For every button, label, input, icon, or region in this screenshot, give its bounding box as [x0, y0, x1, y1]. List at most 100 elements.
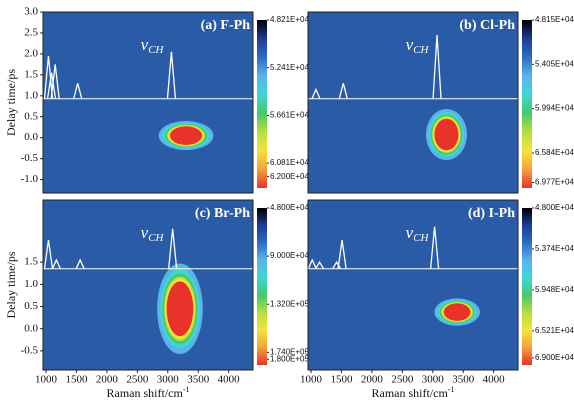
- colorbar-tick-label: 5.405E+04: [535, 59, 574, 68]
- colorbar-tick-label: 4.821E+04: [270, 15, 309, 24]
- colorbar-tick-label: 6.521E+04: [535, 326, 574, 335]
- colorbar-tick-label: 9.000E+04: [270, 251, 309, 260]
- x-tick-label: 3500: [187, 374, 210, 386]
- colorbar-tick-label: 4.815E+04: [535, 15, 574, 24]
- colorbar-tick-label: 6.081E+04: [270, 158, 309, 167]
- panel: (d) I-Ph νCH 1000 1500 2000 2500 3000 3500 4000 R…: [300, 199, 574, 400]
- colorbar-tick-label: 1.320E+05: [270, 299, 309, 308]
- colorbar-tick-label: 5.374E+04: [535, 244, 574, 253]
- y-tick-label: 1.0: [24, 278, 38, 290]
- x-axis-label-text: Raman shift/cm: [107, 386, 184, 400]
- spectrum-peak: [43, 55, 54, 99]
- annotation-subscript: CH: [148, 232, 164, 244]
- x-tick-label: 4000: [483, 374, 506, 386]
- y-tick-label: -0.5: [21, 344, 39, 356]
- x-tick-label: 3500: [452, 374, 475, 386]
- annotation-symbol: ν: [141, 223, 149, 242]
- colorbar-tick-label: 1.800E+05: [270, 354, 309, 363]
- plot-frame: [42, 199, 254, 371]
- spectrum-peak: [429, 226, 440, 269]
- plot-frame: [42, 11, 254, 194]
- hotspot-contour: [434, 118, 459, 151]
- x-tick-label: 1000: [35, 374, 58, 386]
- annotation-symbol: ν: [141, 35, 149, 54]
- colorbar-tick-label: 5.241E+04: [270, 63, 309, 72]
- x-axis-label: Raman shift/cm-1: [107, 385, 190, 400]
- annotation-subscript: CH: [148, 44, 164, 56]
- plot-background: [308, 12, 518, 193]
- x-tick-label: 1500: [65, 374, 88, 386]
- colorbar: [522, 20, 532, 188]
- plot-frame: [307, 11, 519, 194]
- hotspot-contour: [166, 281, 194, 337]
- spectrum-peak: [337, 239, 347, 269]
- colorbar: [257, 20, 267, 188]
- spectrum-peak: [168, 228, 178, 269]
- plot-background: [43, 200, 253, 370]
- annotation-symbol: ν: [406, 223, 414, 242]
- annotation-subscript: CH: [413, 44, 429, 56]
- y-tick-label: 0.5: [24, 300, 38, 312]
- panel: (b) Cl-Ph νCH 4.815E+04 5.405E+04 5.994E+04 6…: [307, 11, 574, 194]
- annotation: νCH: [406, 223, 430, 244]
- annotation: νCH: [141, 223, 165, 244]
- panel-title: (b) Cl-Ph: [459, 18, 515, 33]
- spectrum-peak: [332, 260, 342, 270]
- spectrum-peak: [73, 83, 83, 99]
- hotspot-contour: [443, 303, 471, 321]
- panel-title: (a) F-Ph: [201, 18, 251, 33]
- x-tick-label: 4000: [218, 374, 241, 386]
- y-tick-label: 0.0: [24, 322, 38, 334]
- y-tick-label: 2.5: [24, 26, 38, 38]
- y-tick-label: 2.0: [24, 47, 38, 59]
- spectrum-peak: [43, 239, 54, 269]
- spectrum-peak: [432, 35, 442, 99]
- y-axis-label: Delay time/ps: [4, 69, 18, 136]
- spectrum-peak: [46, 72, 57, 99]
- x-tick-label: 2000: [96, 374, 119, 386]
- x-axis-label-superscript: -1: [183, 385, 190, 394]
- x-axis-label-text: Raman shift/cm: [372, 386, 449, 400]
- x-tick-label: 2500: [126, 374, 149, 386]
- panel-title: (c) Br-Ph: [195, 206, 250, 221]
- colorbar-tick-label: 6.977E+04: [535, 178, 574, 187]
- plot-frame: [307, 199, 519, 371]
- panel-title: (d) I-Ph: [468, 206, 515, 221]
- panel: (a) F-Ph νCH 3.0 2.5 2.0 1.5 1.0 0.5 0.0 -0.5 -1.0…: [4, 6, 309, 194]
- y-tick-label: -0.5: [21, 152, 39, 164]
- annotation-subscript: CH: [413, 232, 429, 244]
- hotspot-contour: [169, 126, 203, 145]
- colorbar: [522, 208, 532, 365]
- y-tick-label: 3.0: [24, 6, 38, 18]
- x-tick-label: 2500: [391, 374, 414, 386]
- x-axis-label: Raman shift/cm-1: [372, 385, 455, 400]
- plot-background: [308, 200, 518, 370]
- spectrum-peak: [51, 258, 61, 270]
- x-tick-label: 3000: [422, 374, 445, 386]
- colorbar-tick-label: 5.661E+04: [270, 111, 309, 120]
- panel: (c) Br-Ph νCH 1.5 1.0 0.5 0.0 -0.5 1000 1500 2000…: [4, 199, 309, 400]
- spectrum-peak: [315, 260, 325, 270]
- colorbar-tick-label: 6.900E+04: [535, 353, 574, 362]
- annotation-symbol: ν: [406, 35, 414, 54]
- colorbar-tick-label: 6.584E+04: [535, 148, 574, 157]
- plot-background: [43, 12, 253, 193]
- colorbar-tick-label: 4.800E+04: [270, 203, 309, 212]
- colorbar-tick-label: 6.200E+04: [270, 172, 309, 181]
- y-tick-label: -1.0: [21, 173, 39, 185]
- spectrum-peak: [75, 258, 85, 270]
- spectrum-peak: [166, 51, 177, 99]
- x-tick-label: 3000: [157, 374, 180, 386]
- colorbar: [257, 208, 267, 365]
- x-tick-label: 2000: [361, 374, 384, 386]
- x-axis-label-superscript: -1: [448, 385, 455, 394]
- annotation: νCH: [141, 35, 165, 56]
- spectrum-peak: [307, 258, 317, 270]
- spectrum-peak: [311, 87, 321, 99]
- colorbar-tick-label: 1.740E+05: [270, 348, 309, 357]
- y-tick-label: 1.0: [24, 89, 38, 101]
- colorbar-tick-label: 5.948E+04: [535, 285, 574, 294]
- colorbar-tick-label: 4.800E+04: [535, 203, 574, 212]
- y-tick-label: 0.5: [24, 110, 38, 122]
